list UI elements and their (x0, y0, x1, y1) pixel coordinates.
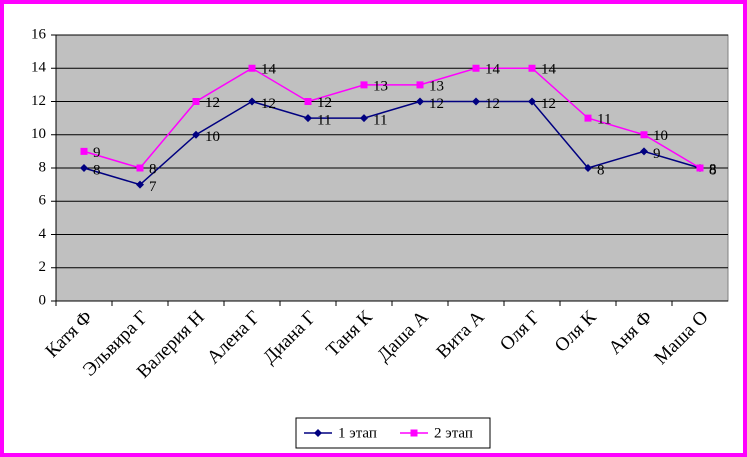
y-tick-label: 12 (31, 93, 46, 109)
data-label: 10 (205, 129, 220, 145)
y-tick-label: 16 (31, 26, 47, 42)
data-label: 12 (205, 95, 220, 111)
data-label: 12 (261, 96, 276, 112)
marker (192, 130, 200, 139)
marker (472, 97, 480, 106)
data-label: 13 (429, 78, 444, 94)
data-label: 11 (373, 113, 387, 129)
data-label: 8 (709, 162, 717, 178)
series-line (83, 100, 701, 186)
y-tick-label: 0 (39, 292, 47, 308)
marker (640, 147, 648, 156)
data-label: 14 (485, 62, 501, 78)
marker (248, 97, 256, 106)
marker (360, 81, 368, 89)
y-tick-label: 2 (39, 259, 47, 275)
data-label: 9 (93, 145, 101, 161)
marker (136, 164, 144, 172)
y-tick-label: 8 (39, 159, 47, 175)
data-label: 11 (597, 112, 611, 128)
data-label: 8 (597, 162, 605, 178)
data-label: 13 (373, 78, 388, 94)
legend-marker (410, 429, 418, 437)
marker (472, 64, 480, 72)
marker (80, 147, 88, 155)
data-label: 11 (317, 113, 331, 129)
data-label: 12 (317, 95, 332, 111)
marker (304, 114, 312, 123)
marker (80, 164, 88, 172)
data-label: 8 (149, 161, 157, 177)
legend-marker (314, 429, 322, 437)
data-label: 14 (261, 62, 277, 78)
data-label: 12 (485, 96, 500, 112)
data-label: 12 (429, 96, 444, 112)
series-line (83, 67, 701, 169)
marker (640, 131, 648, 139)
data-label: 10 (653, 128, 668, 144)
marker (136, 180, 144, 189)
data-label: 9 (653, 146, 661, 162)
marker (696, 164, 704, 172)
marker (416, 97, 424, 106)
marker (584, 114, 592, 122)
marker (528, 97, 536, 106)
y-tick-label: 10 (31, 126, 46, 142)
data-label: 14 (541, 62, 557, 78)
y-tick-label: 14 (31, 60, 47, 76)
legend-label: 2 этап (434, 425, 473, 441)
marker (248, 64, 256, 72)
marker (304, 98, 312, 105)
data-label: 12 (541, 96, 556, 112)
marker (192, 98, 200, 105)
marker (360, 114, 368, 123)
marker (416, 81, 424, 89)
y-tick-label: 6 (39, 193, 47, 209)
legend-label: 1 этап (338, 425, 377, 441)
marker (528, 64, 536, 72)
data-label: 7 (149, 179, 157, 195)
y-tick-label: 4 (39, 226, 47, 242)
data-label: 8 (93, 162, 101, 178)
marker (584, 164, 592, 172)
data-label: 8 (709, 161, 717, 177)
